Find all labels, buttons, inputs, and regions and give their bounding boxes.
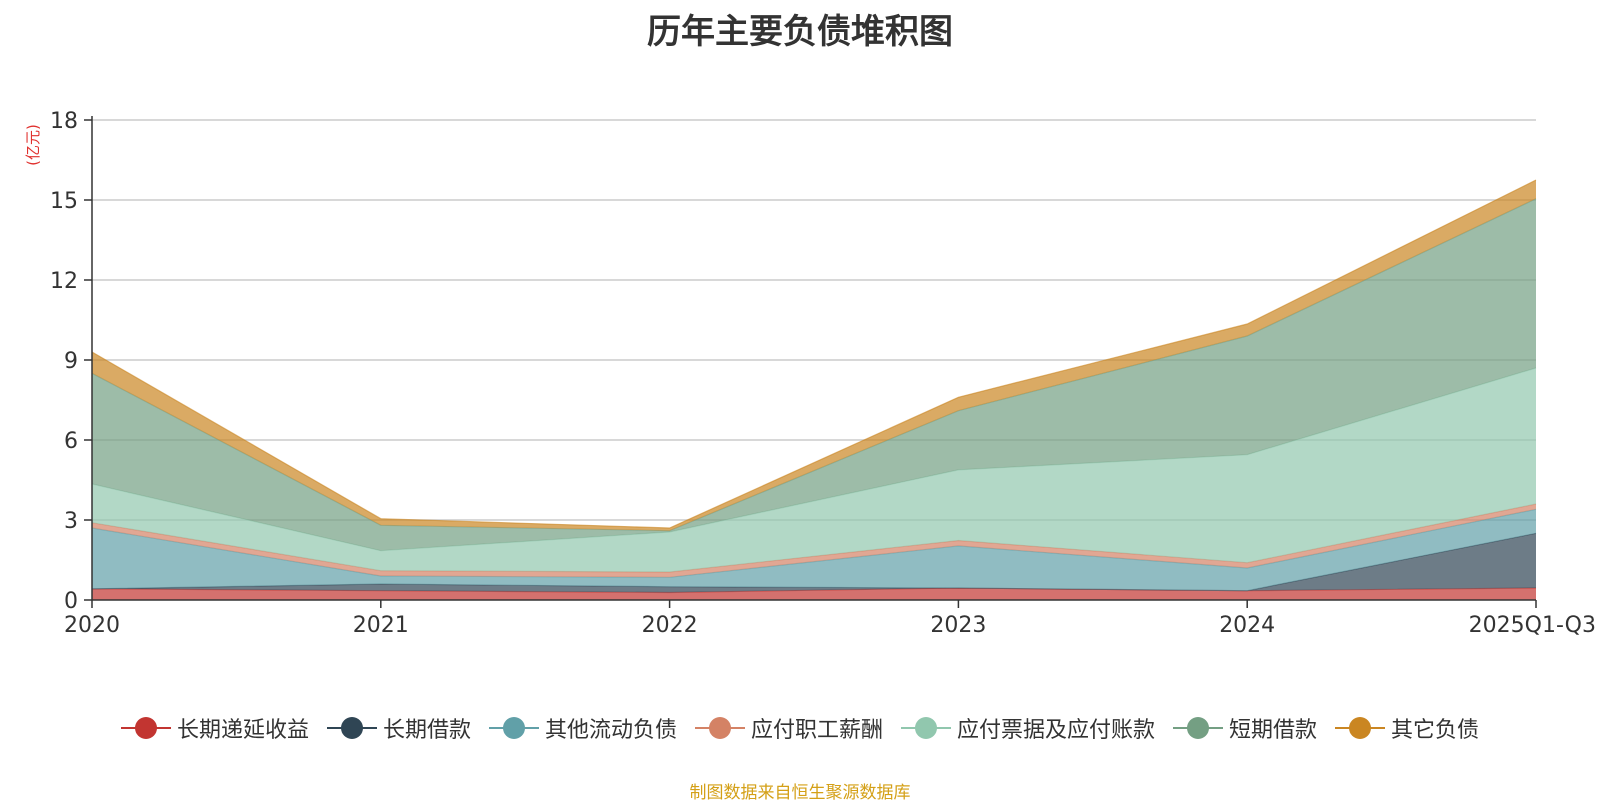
y-tick-label: 15 bbox=[50, 189, 78, 214]
x-tick-label: 2020 bbox=[64, 613, 120, 638]
legend-marker-icon bbox=[694, 717, 745, 739]
legend-marker-icon bbox=[901, 717, 951, 739]
y-tick-label: 3 bbox=[64, 509, 78, 534]
legend-label: 长期递延收益 bbox=[176, 718, 309, 743]
legend-label: 长期借款 bbox=[382, 718, 471, 743]
y-tick-label: 9 bbox=[64, 349, 78, 374]
y-tick-label: 12 bbox=[50, 269, 78, 294]
legend-label: 应付职工薪酬 bbox=[750, 718, 883, 743]
area-series-line-6 bbox=[91, 179, 1537, 529]
y-axis-unit-label: (亿元) bbox=[24, 124, 42, 166]
y-tick-label: 18 bbox=[50, 109, 78, 134]
legend-label: 短期借款 bbox=[1229, 718, 1318, 743]
legend-item[interactable]: 应付票据及应付账款 bbox=[901, 712, 1155, 744]
x-tick-label: 2021 bbox=[353, 613, 409, 638]
x-tick-label: 2025Q1-Q3 bbox=[1469, 613, 1596, 638]
legend-label: 其他流动负债 bbox=[544, 718, 677, 743]
legend-item[interactable]: 长期借款 bbox=[326, 712, 471, 744]
legend-marker-icon bbox=[1335, 717, 1386, 739]
legend-marker-icon bbox=[326, 717, 377, 739]
area-series-2 bbox=[92, 509, 1536, 591]
area-series-5 bbox=[92, 198, 1536, 551]
legend-label: 应付票据及应付账款 bbox=[957, 718, 1156, 743]
legend-item[interactable]: 其他流动负债 bbox=[488, 712, 677, 744]
legend-item[interactable]: 应付职工薪酬 bbox=[694, 712, 883, 744]
area-series-0 bbox=[92, 588, 1536, 600]
area-series-3 bbox=[92, 504, 1536, 578]
legend: 长期递延收益 长期借款 其他流动负债 应付职工薪酬 应付票据及应付账款 短期借款 其它负债 bbox=[0, 712, 1600, 744]
legend-item[interactable]: 其它负债 bbox=[1335, 712, 1479, 744]
x-tick-label: 2023 bbox=[930, 613, 986, 638]
series-areas bbox=[91, 179, 1537, 600]
legend-marker-icon bbox=[120, 717, 171, 739]
x-tick-label: 2024 bbox=[1219, 613, 1275, 638]
legend-marker-icon bbox=[488, 717, 539, 739]
data-source-note: 制图数据来自恒生聚源数据库 bbox=[689, 783, 911, 803]
axes: 0 3 6 9 12 15 18 2020 2021 2022 2023 2024 2025Q1-Q3 bbox=[50, 109, 1596, 638]
legend-item[interactable]: 短期借款 bbox=[1173, 712, 1317, 744]
y-tick-label: 0 bbox=[64, 589, 78, 614]
area-series-4 bbox=[92, 368, 1536, 572]
legend-marker-icon bbox=[1173, 717, 1224, 739]
chart-title: 历年主要负债堆积图 bbox=[647, 12, 953, 52]
y-tick-label: 6 bbox=[64, 429, 78, 454]
legend-label: 其它负债 bbox=[1391, 718, 1480, 743]
x-tick-label: 2022 bbox=[642, 613, 698, 638]
legend-item[interactable]: 长期递延收益 bbox=[120, 712, 309, 744]
